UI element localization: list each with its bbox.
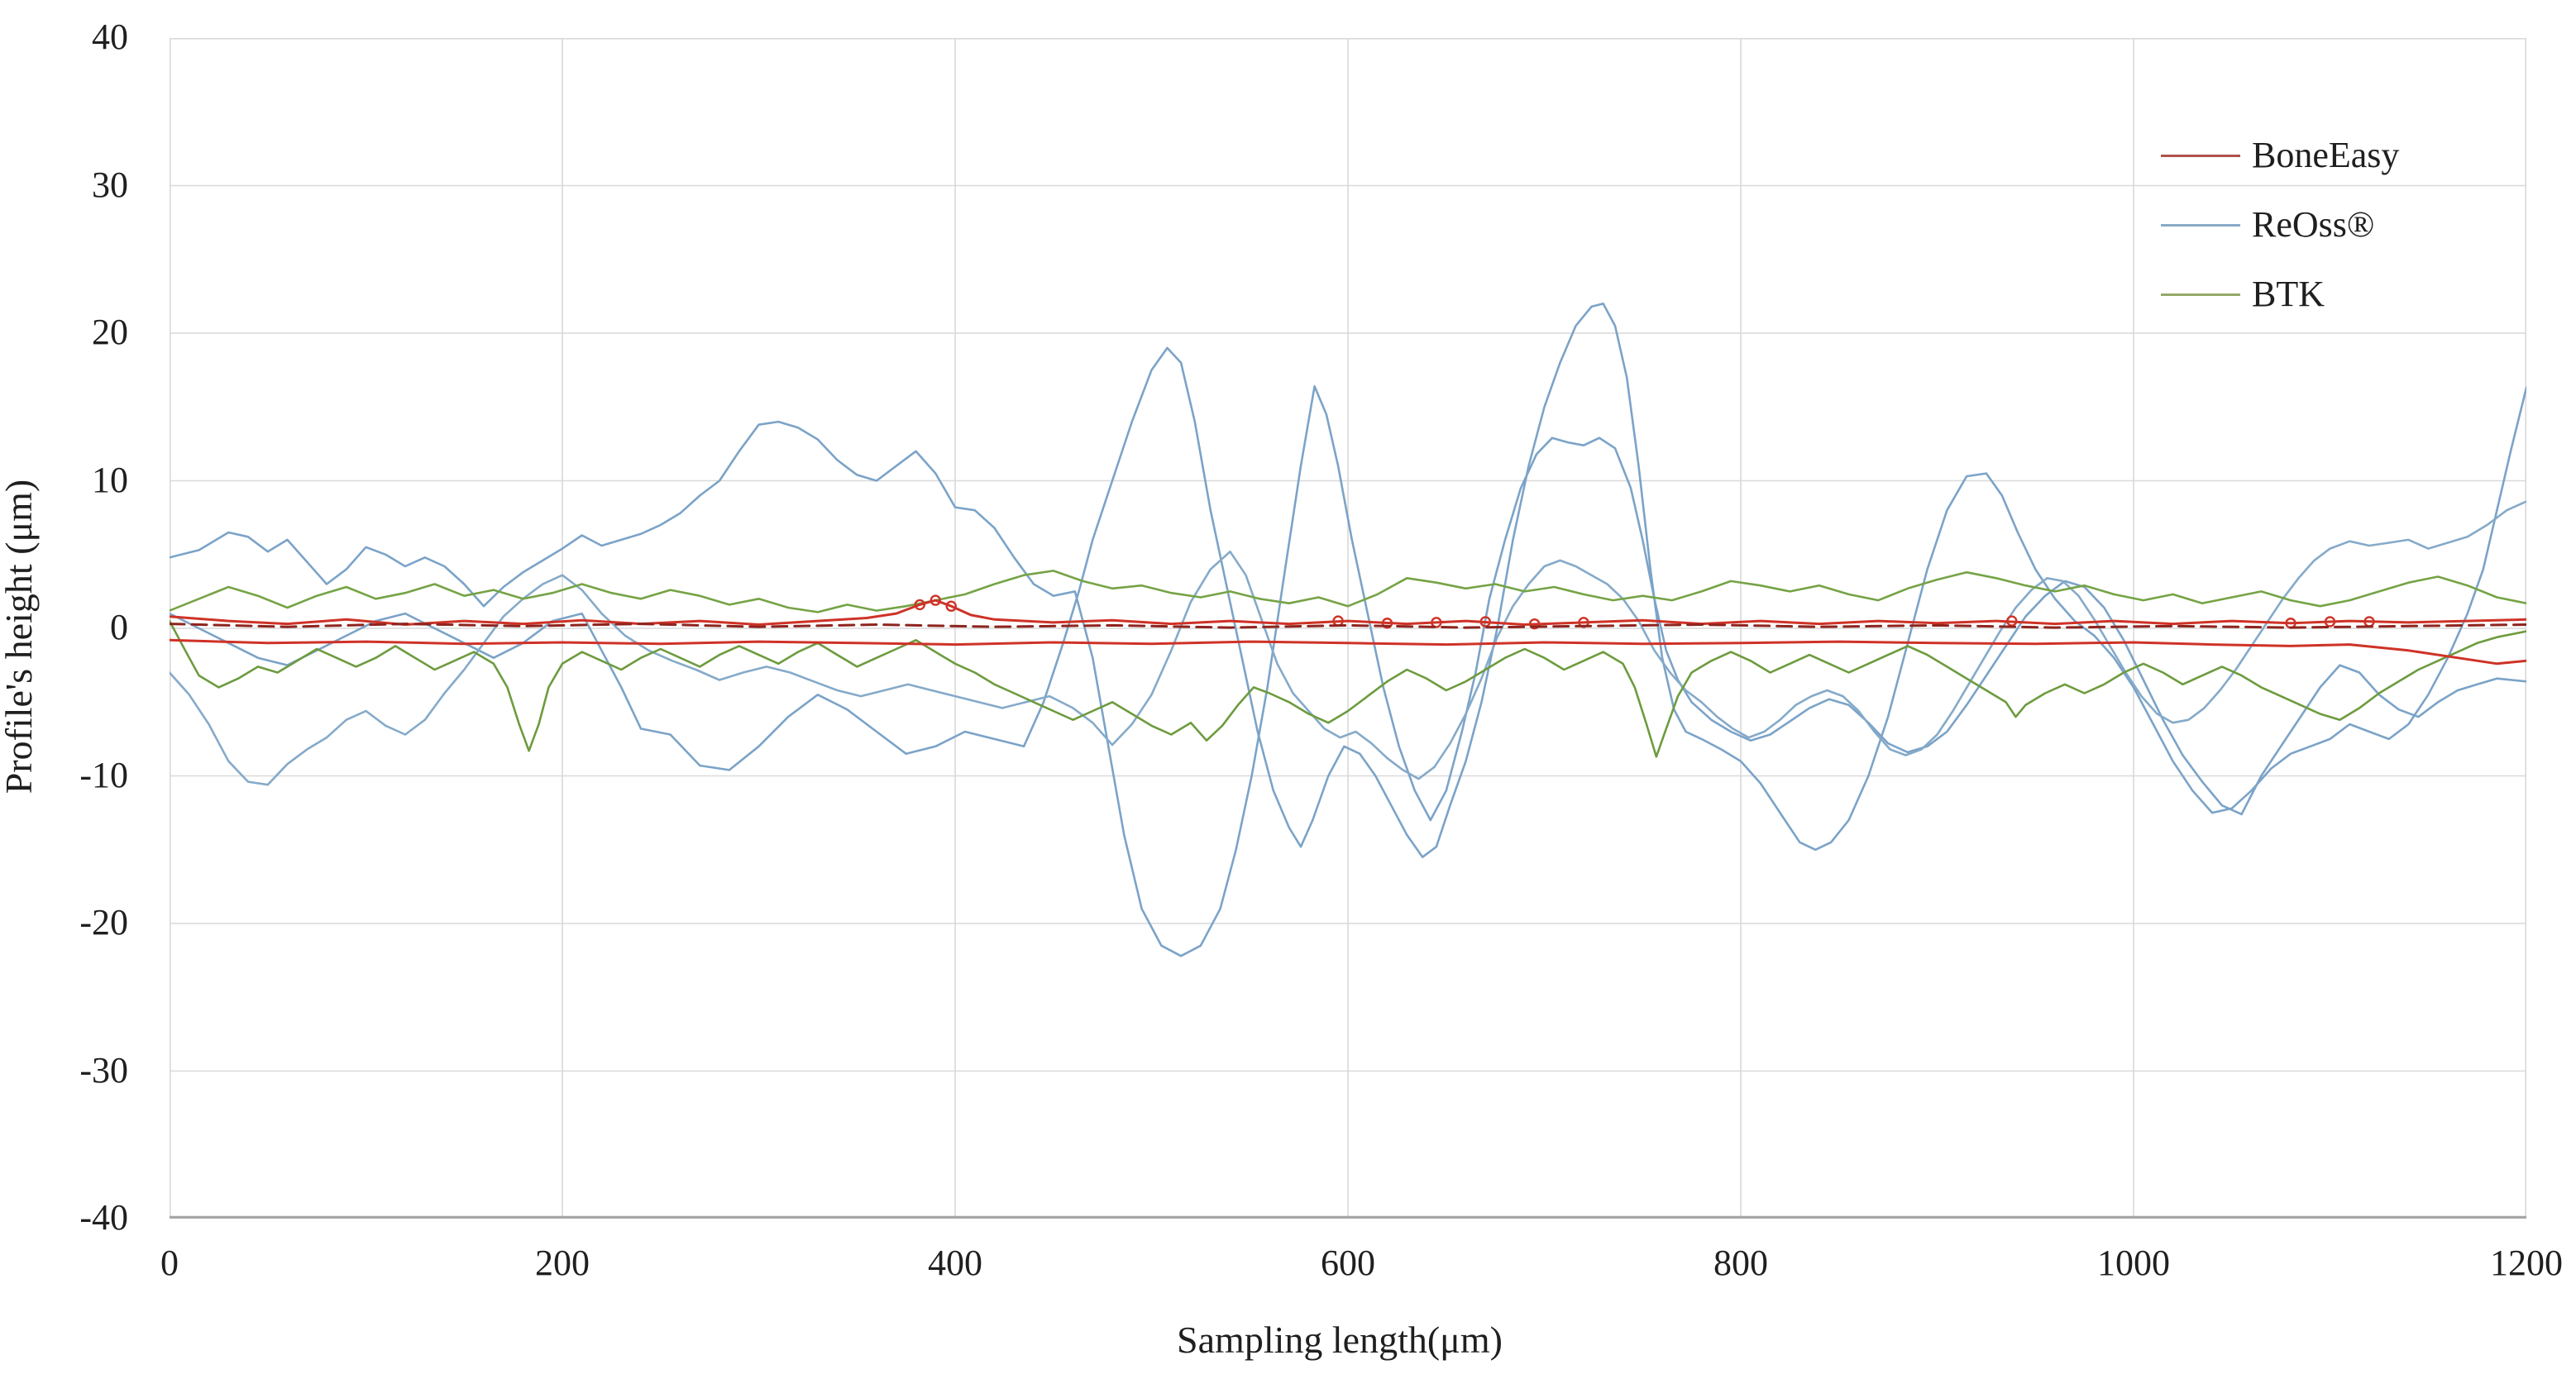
series-line-ReOss-profile-2 [170,385,2526,957]
series-marker-BoneEasy-profile-1 [2006,615,2018,627]
y-tick-label: -10 [79,754,128,795]
x-tick-label: 600 [1321,1243,1375,1283]
boneeasy-line-swatch [2161,154,2240,157]
series-line-BoneEasy-profile-2 [170,638,2526,666]
legend-label-boneeasy: BoneEasy [2252,135,2400,175]
series-marker-BoneEasy-profile-1 [914,599,925,611]
series-line-BTK-profile-2 [170,619,2526,758]
series-line-ReOss-profile-3 [170,500,2526,786]
series-line-BoneEasy-profile-1 [170,599,2526,626]
x-tick-label: 0 [160,1243,179,1283]
legend-label-reoss: ReOss® [2252,204,2375,245]
legend: BoneEasy ReOss® BTK [2161,121,2399,329]
x-tick-label: 800 [1713,1243,1768,1283]
series-line-ReOss-profile-1 [170,303,2526,858]
y-tick-label: -30 [79,1049,128,1090]
btk-line-swatch [2161,293,2240,296]
x-tick-label: 1200 [2490,1243,2563,1283]
x-axis-title: Sampling length(μm) [1177,1319,1503,1361]
profile-chart-canvas [170,38,2526,1219]
series-marker-BoneEasy-profile-1 [1431,617,1442,628]
y-tick-label: 30 [92,164,128,205]
series-marker-BoneEasy-profile-1 [1528,618,1541,630]
series-marker-BoneEasy-profile-1 [1479,616,1491,627]
series-marker-BoneEasy-profile-1 [945,600,957,612]
reoss-line-swatch [2161,223,2240,227]
x-tick-label: 200 [535,1243,590,1283]
plot-area [170,38,2526,1219]
legend-item-reoss: ReOss® [2161,190,2399,260]
y-axis-title: Profile's height (μm) [0,479,40,794]
series-marker-BoneEasy-profile-1 [930,594,941,606]
legend-item-boneeasy: BoneEasy [2161,121,2399,190]
legend-item-btk: BTK [2161,260,2399,329]
y-tick-label: 40 [92,17,128,57]
y-tick-label: 10 [92,459,128,500]
series-marker-BoneEasy-profile-1 [2324,616,2336,627]
y-tick-label: 20 [92,312,128,352]
legend-label-btk: BTK [2252,274,2325,314]
y-tick-label: -20 [79,902,128,942]
x-tick-label: 400 [928,1243,982,1283]
y-tick-label: -40 [79,1197,128,1238]
series-marker-BoneEasy-profile-1 [1381,618,1393,629]
y-tick-label: 0 [110,607,128,647]
x-tick-label: 1000 [2097,1243,2170,1283]
series-line-BTK-profile-1 [170,570,2526,613]
series-line-BoneEasy-profile-3 [170,623,2526,629]
